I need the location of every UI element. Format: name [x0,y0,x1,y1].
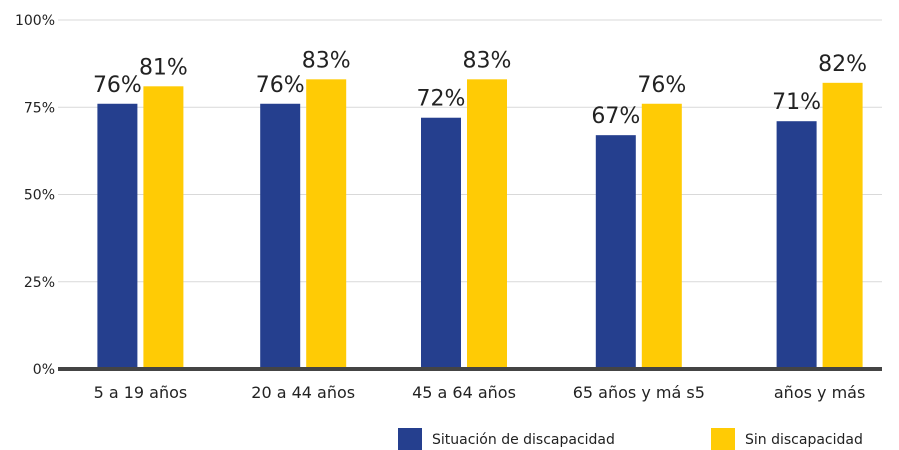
y-axis: 0% 25% 50% 75% 100% [15,13,55,378]
legend-swatch [711,428,735,450]
bars [97,79,863,370]
legend-label: Sin discapacidad [745,432,863,448]
bar-no-disability [143,86,184,369]
bar-no-disability [306,79,347,369]
legend-item: Sin discapacidad [711,428,863,450]
x-axis: 5 a 19 años 20 a 44 años 45 a 64 años 65 añ… [94,383,866,402]
data-label: 82% [818,52,867,77]
y-tick-label: 50% [24,188,55,204]
y-tick-label: 100% [15,13,55,29]
data-label: 81% [139,55,188,80]
data-label: 83% [463,48,512,73]
x-tick-label: 45 a 64 años [412,383,516,402]
bar-no-disability [641,103,682,369]
legend-label: Situación de discapacidad [432,432,615,448]
data-labels: 76%81%76%83%72%83%67%76%71%82% [93,48,867,129]
data-label: 76% [93,73,142,98]
data-label: 67% [591,104,640,129]
y-tick-label: 25% [24,275,55,291]
bar-no-disability [822,82,863,369]
data-label: 72% [417,87,466,112]
x-tick-label: 20 a 44 años [251,383,355,402]
legend-swatch [398,428,422,450]
y-tick-label: 0% [33,362,55,378]
bar-disability [97,103,138,369]
bar-disability [421,117,461,369]
x-tick-label: años y más [774,383,865,402]
y-tick-label: 75% [24,100,55,116]
data-label: 76% [256,73,305,98]
x-tick-label: 5 a 19 años [94,383,188,402]
x-tick-label: 65 años y má s5 [573,383,705,402]
bar-disability [260,103,301,369]
legend: Situación de discapacidad Sin discapacida… [398,428,863,450]
data-label: 83% [302,48,351,73]
bar-disability [595,135,636,369]
bar-no-disability [467,79,507,369]
bar-disability [776,121,817,370]
data-label: 76% [637,73,686,98]
data-label: 71% [772,90,821,115]
legend-item: Situación de discapacidad [398,428,615,450]
